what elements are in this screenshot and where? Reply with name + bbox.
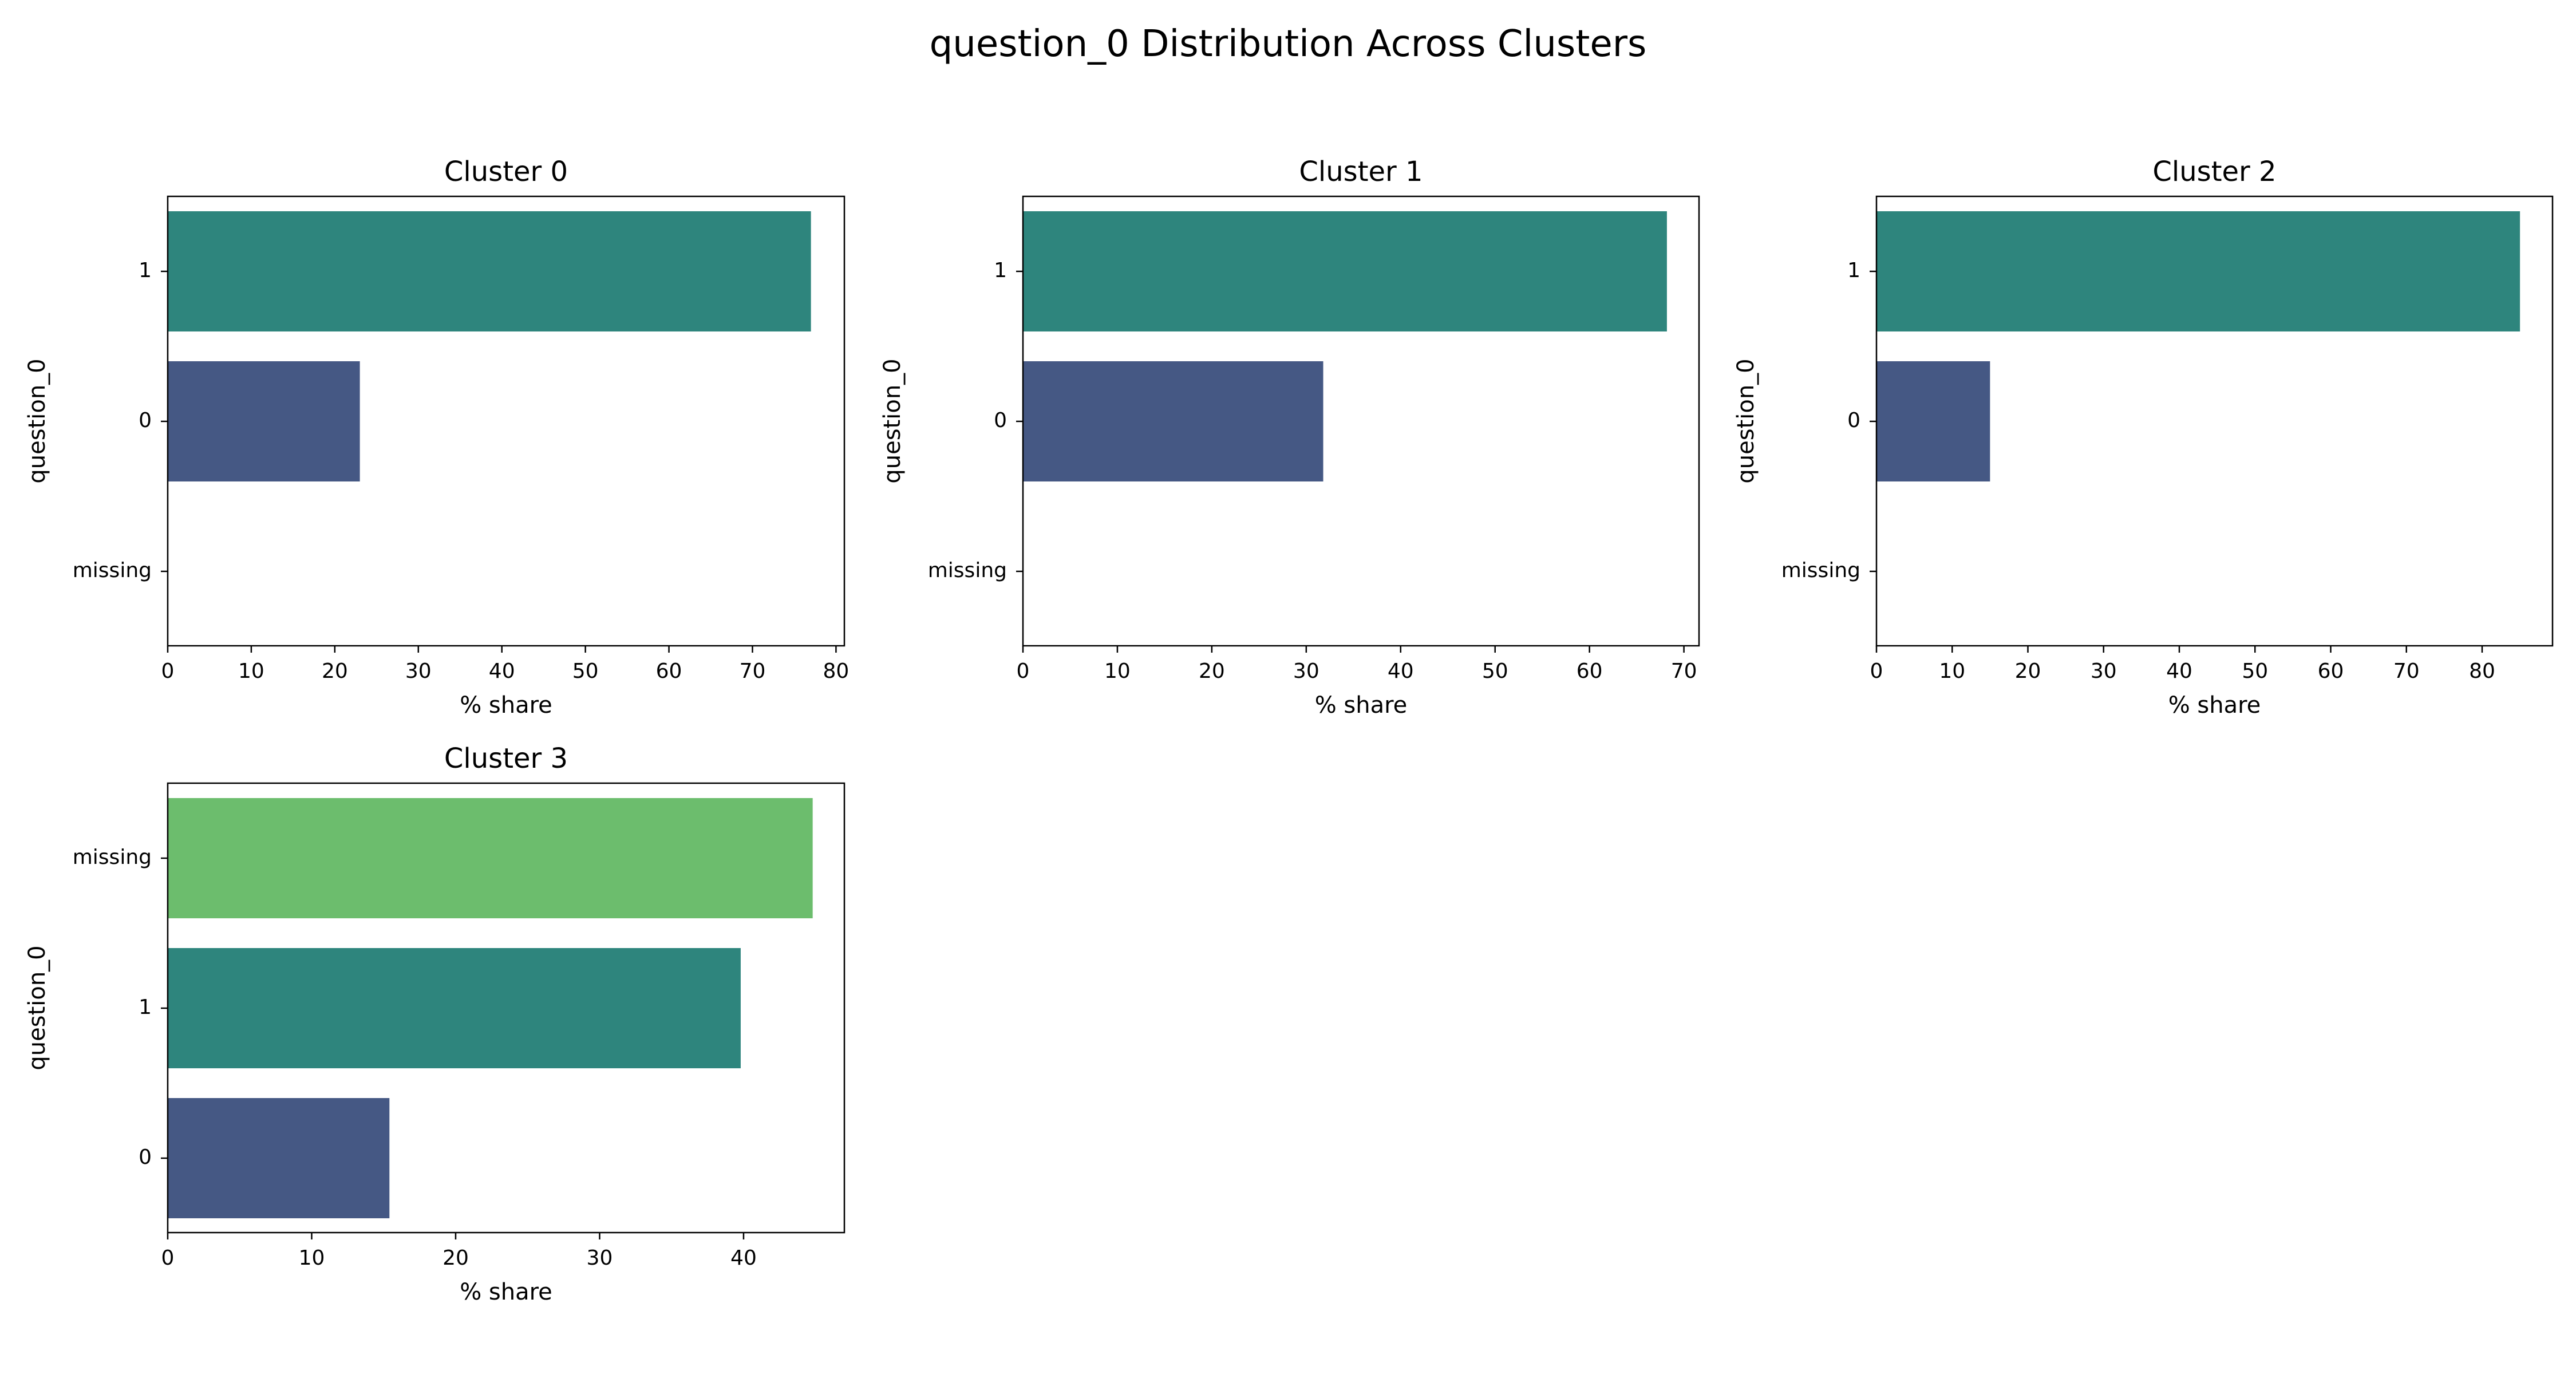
x-tick-label: 0 — [1017, 660, 1030, 683]
x-tick-label: 20 — [442, 1246, 469, 1270]
y-axis-label: question_0 — [24, 358, 50, 483]
x-tick-label: 0 — [161, 1246, 175, 1270]
y-tick-label: missing — [73, 559, 152, 582]
x-tick-label: 10 — [1104, 660, 1131, 683]
y-tick-label: 0 — [139, 1146, 152, 1169]
x-tick-label: 60 — [1577, 660, 1603, 683]
x-tick-label: 20 — [1199, 660, 1225, 683]
bar-1 — [168, 211, 811, 331]
y-tick-label: missing — [73, 846, 152, 869]
x-tick-label: 20 — [2015, 660, 2041, 683]
y-tick-label: 1 — [139, 996, 152, 1019]
y-tick-label: missing — [928, 559, 1007, 582]
panel-title: Cluster 0 — [444, 156, 568, 188]
plot-frame — [167, 195, 846, 647]
x-tick-label: 30 — [587, 1246, 613, 1270]
x-axis-label: % share — [1315, 692, 1408, 718]
bar-missing — [168, 798, 813, 918]
x-tick-label: 70 — [2393, 660, 2420, 683]
x-tick-label: 40 — [1388, 660, 1414, 683]
y-axis-label: question_0 — [1733, 358, 1759, 483]
y-axis-label: question_0 — [24, 945, 50, 1070]
x-tick-label: 50 — [2242, 660, 2268, 683]
y-tick-label: 1 — [1847, 259, 1860, 282]
y-tick-label: 1 — [139, 259, 152, 282]
plot-frame — [1875, 195, 2554, 647]
x-tick-label: 30 — [405, 660, 432, 683]
bar-0 — [168, 361, 360, 481]
x-tick-label: 60 — [656, 660, 682, 683]
y-axis-label: question_0 — [879, 358, 906, 483]
plot-frame — [167, 782, 846, 1234]
bar-1 — [1876, 211, 2520, 331]
x-tick-label: 20 — [322, 660, 348, 683]
x-tick-label: 70 — [1671, 660, 1697, 683]
y-tick-label: 0 — [139, 409, 152, 432]
x-axis-label: % share — [460, 692, 552, 718]
x-tick-label: 80 — [823, 660, 850, 683]
x-tick-label: 30 — [2091, 660, 2117, 683]
bar-0 — [168, 1098, 390, 1218]
x-tick-label: 10 — [238, 660, 264, 683]
x-axis-label: % share — [460, 1279, 552, 1305]
bar-0 — [1876, 361, 1990, 481]
y-tick-label: 0 — [994, 409, 1007, 432]
x-tick-label: 0 — [1870, 660, 1883, 683]
x-tick-label: 30 — [1293, 660, 1319, 683]
y-tick-label: 1 — [994, 259, 1007, 282]
x-tick-label: 40 — [2166, 660, 2192, 683]
bar-0 — [1023, 361, 1323, 481]
x-tick-label: 60 — [2318, 660, 2344, 683]
x-axis-label: % share — [2168, 692, 2261, 718]
x-tick-label: 40 — [489, 660, 515, 683]
x-tick-label: 70 — [740, 660, 766, 683]
panel-title: Cluster 3 — [444, 743, 568, 775]
x-tick-label: 0 — [161, 660, 175, 683]
panel-title: Cluster 1 — [1299, 156, 1423, 188]
y-tick-label: missing — [1781, 559, 1860, 582]
x-tick-label: 40 — [730, 1246, 757, 1270]
plot-frame — [1022, 195, 1700, 647]
x-tick-label: 50 — [1482, 660, 1508, 683]
panel-title: Cluster 2 — [2152, 156, 2276, 188]
bar-1 — [168, 948, 741, 1068]
x-tick-label: 50 — [572, 660, 599, 683]
bar-1 — [1023, 211, 1667, 331]
x-tick-label: 10 — [1939, 660, 1965, 683]
figure-title: question_0 Distribution Across Clusters — [930, 23, 1647, 65]
y-tick-label: 0 — [1847, 409, 1860, 432]
x-tick-label: 80 — [2469, 660, 2495, 683]
x-tick-label: 10 — [299, 1246, 325, 1270]
